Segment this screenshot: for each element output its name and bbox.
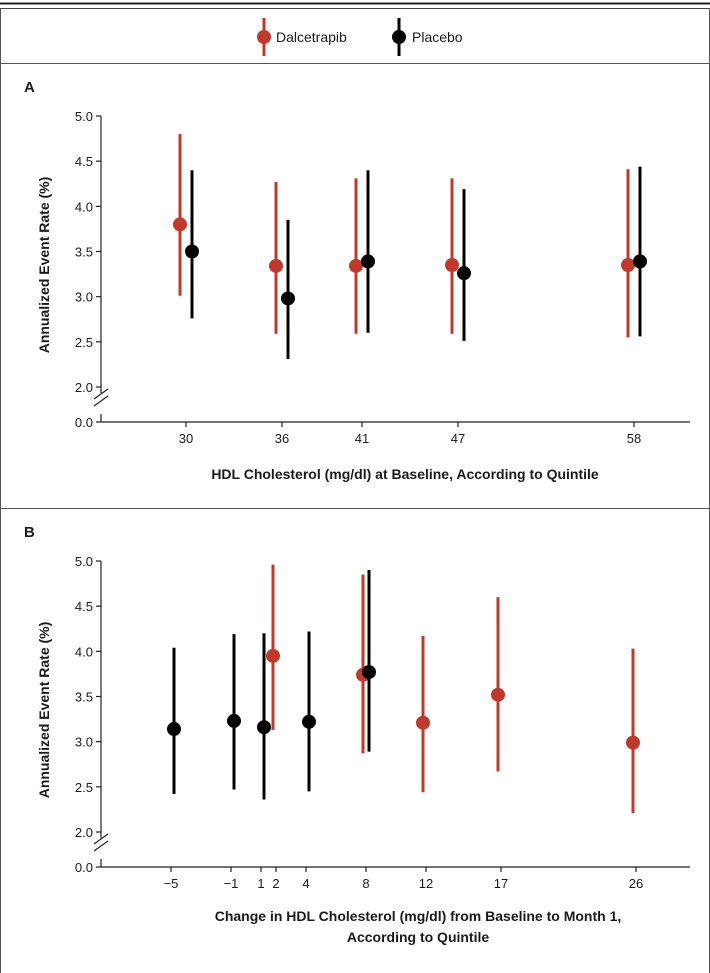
panel-a-dalcetrapib-point — [269, 258, 283, 273]
panel-a-dalcetrapib-point — [445, 258, 459, 273]
legend-placebo-marker — [392, 30, 406, 44]
panel-b-y-tick-label: 4.5 — [75, 599, 93, 614]
panel-b-dalcetrapib-point — [416, 715, 430, 730]
panel-a-dalcetrapib-point — [349, 258, 363, 273]
panel-a-y-tick-label: 4.0 — [75, 199, 93, 214]
panel-b-y-tick-label: 3.5 — [75, 690, 93, 705]
panel-a-y-tick-label: 4.5 — [75, 154, 93, 169]
panel-a-axis-break-mark — [93, 395, 109, 407]
legend-item-placebo: Placebo — [392, 18, 463, 56]
panel-b-y-tick-label: 2.0 — [75, 825, 93, 840]
panel-b-x-tick-label: 8 — [362, 876, 369, 891]
legend-dalcetrapib-marker — [257, 30, 271, 44]
panel-a-dalcetrapib-point — [621, 258, 635, 273]
panel-b-x-axis-title-line-1: Change in HDL Cholesterol (mg/dl) from B… — [215, 908, 622, 924]
panel-b-x-tick-label: 17 — [494, 876, 508, 891]
panel-a-y-tick-label: 5.0 — [75, 109, 93, 124]
panel-a-x-tick-label: 41 — [355, 431, 369, 446]
panel-b-x-tick-label: 1 — [257, 876, 264, 891]
panel-a-x-tick-label: 30 — [179, 431, 193, 446]
panel-b-x-axis-title-line-2: According to Quintile — [347, 929, 490, 945]
panel-b-y-tick-label: 2.5 — [75, 780, 93, 795]
panel-a-placebo-point — [361, 254, 375, 269]
panel-a-y-tick-label: 2.0 — [75, 380, 93, 395]
panel-a-placebo-point — [185, 244, 199, 259]
panel-b-placebo-point — [167, 722, 181, 737]
panel-b-x-tick-label: 26 — [629, 876, 643, 891]
panel-b-plot: 0.0 2.0 2.5 3.0 3.5 4.0 4.5 5.0 −5 −1 1 2 4 8 12 17 26 — [75, 554, 690, 891]
panel-b-y-axis-title: Annualized Event Rate (%) — [36, 622, 52, 799]
panel-b-y-tick-label: 0.0 — [75, 860, 93, 875]
panel-a-x-axis-title: HDL Cholesterol (mg/dl) at Baseline, Acc… — [211, 466, 599, 482]
panel-b-placebo-point — [302, 714, 316, 729]
panel-a-x-tick-label: 47 — [451, 431, 465, 446]
panel-b-y-tick-label: 4.0 — [75, 644, 93, 659]
panel-a-dalcetrapib-point — [173, 217, 187, 232]
panel-b-y-tick-label: 3.0 — [75, 735, 93, 750]
panel-a-y-tick-label: 2.5 — [75, 335, 93, 350]
legend-placebo-label: Placebo — [412, 29, 463, 45]
panel-b-dalcetrapib-point — [491, 687, 505, 702]
panel-b-letter: B — [24, 524, 35, 541]
panel-b-x-tick-label: −1 — [224, 876, 239, 891]
panel-b-placebo-point — [362, 665, 376, 680]
legend-dalcetrapib-label: Dalcetrapib — [276, 29, 347, 45]
panel-a-placebo-point — [457, 266, 471, 281]
panel-a-x-tick-label: 58 — [627, 431, 641, 446]
panel-b-x-tick-label: 2 — [272, 876, 279, 891]
panel-a-placebo-point — [633, 254, 647, 269]
panel-a-letter: A — [24, 79, 35, 96]
legend-item-dalcetrapib: Dalcetrapib — [257, 18, 347, 56]
panel-b-axis-break-mark — [93, 840, 109, 852]
panel-b-placebo-point — [227, 713, 241, 728]
legend: Dalcetrapib Placebo — [257, 18, 463, 56]
panel-a-y-axis-title: Annualized Event Rate (%) — [36, 177, 52, 354]
panel-b-dalcetrapib-point — [266, 648, 280, 663]
panel-b-x-tick-label: 12 — [419, 876, 433, 891]
panel-b-dalcetrapib-point — [626, 735, 640, 750]
panel-b-x-tick-label: −5 — [164, 876, 179, 891]
panel-a-y-tick-label: 3.0 — [75, 290, 93, 305]
panel-b-y-tick-label: 5.0 — [75, 554, 93, 569]
panel-a-y-tick-label: 3.5 — [75, 245, 93, 260]
panel-b-placebo-point — [257, 720, 271, 735]
panel-a-plot: 0.0 2.0 2.5 3.0 3.5 4.0 4.5 5.0 30 36 41 47 58 — [75, 109, 690, 446]
panel-b-x-tick-label: 4 — [302, 876, 309, 891]
panel-a-x-tick-label: 36 — [275, 431, 289, 446]
panel-b-axis-break-mark — [93, 833, 109, 845]
panel-a-y-tick-label: 0.0 — [75, 415, 93, 430]
panel-a-placebo-point — [281, 291, 295, 306]
panel-a-axis-break-mark — [93, 388, 109, 400]
